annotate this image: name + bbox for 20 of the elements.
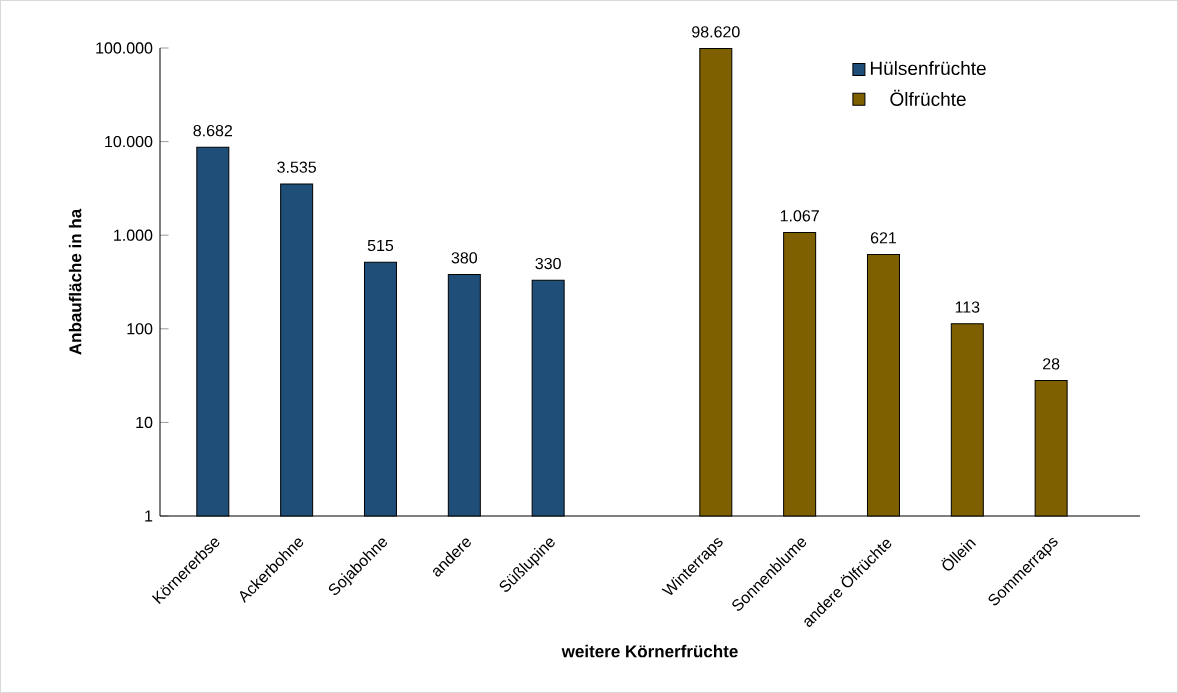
y-axis-title: Anbaufläche in ha — [68, 208, 82, 355]
y-tick-label: 100.000 — [96, 42, 153, 54]
data-label: 113 — [955, 301, 980, 313]
y-tick-label: 1.000 — [114, 229, 153, 241]
data-label: 3.535 — [277, 161, 316, 173]
legend-label: Hülsenfrüchte — [870, 61, 986, 76]
x-axis-title: weitere Körnerfrüchte — [561, 644, 738, 658]
legend-label: Ölfrüchte — [890, 89, 966, 106]
data-label: 380 — [451, 252, 478, 264]
y-tick-label: 1 — [145, 510, 153, 522]
data-label: 8.682 — [193, 124, 233, 137]
data-label: 1.067 — [780, 210, 819, 222]
data-label: 28 — [1043, 358, 1060, 370]
data-label: 621 — [870, 232, 897, 244]
data-label: 330 — [535, 257, 561, 270]
data-label: 98.620 — [692, 26, 740, 38]
data-label: 515 — [367, 239, 394, 252]
y-tick-label: 10 — [136, 416, 153, 429]
y-tick-label: 100 — [127, 323, 153, 335]
y-tick-label: 10.000 — [105, 135, 153, 148]
